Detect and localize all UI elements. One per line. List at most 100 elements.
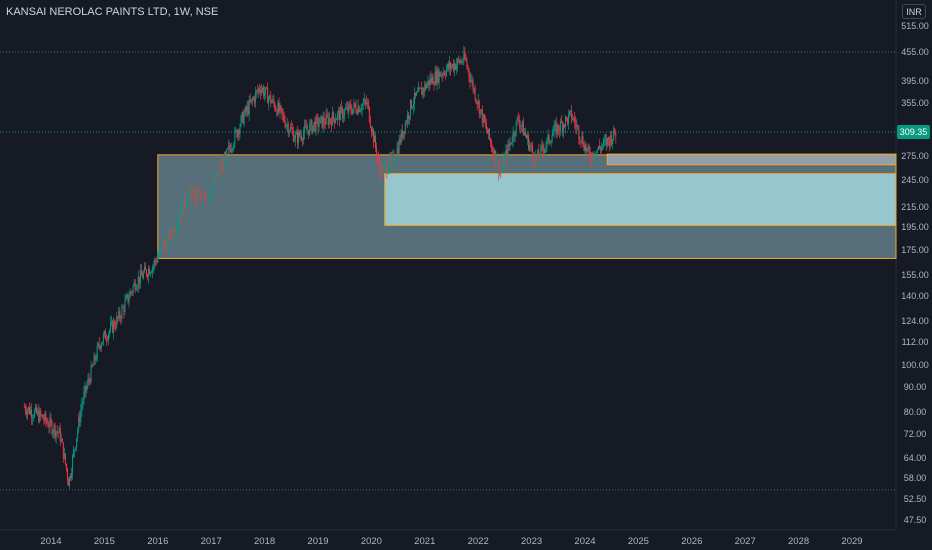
candle-body (343, 115, 345, 118)
candle-body (67, 478, 69, 486)
candle-body (585, 144, 587, 151)
candle-body (553, 125, 555, 133)
candle-body (60, 439, 62, 441)
candle-body (487, 128, 489, 134)
zone-box[interactable] (606, 153, 897, 166)
candle-body (209, 195, 211, 196)
candle-body (364, 99, 366, 102)
candle-body (194, 190, 196, 200)
candle-body (338, 110, 340, 113)
candle-body (182, 198, 184, 215)
candle-body (196, 188, 198, 199)
candle-body (243, 114, 245, 124)
candle-body (318, 124, 320, 127)
candle-body (388, 168, 390, 173)
candle-body (187, 195, 189, 205)
candle-body (421, 87, 423, 95)
price-axis-label: 155.00 (901, 269, 929, 280)
currency-button[interactable]: INR (902, 4, 926, 19)
candle-body (35, 406, 37, 411)
candle-body (342, 108, 344, 118)
price-axis-label: 47.50 (903, 514, 927, 525)
candle-body (178, 216, 180, 221)
candle-body (507, 144, 509, 159)
candle-body (181, 204, 183, 215)
candle-body (225, 153, 227, 155)
candle-body (89, 379, 91, 383)
candle-body (584, 144, 586, 151)
candle-body (491, 142, 493, 149)
candle-body (192, 187, 194, 191)
candle-body (462, 61, 464, 63)
candle-body (497, 159, 499, 165)
candle-body (543, 149, 545, 154)
candle-body (131, 291, 133, 293)
candle-body (102, 334, 104, 342)
candle-body (267, 88, 269, 104)
candle-body (432, 76, 434, 85)
candle-body (605, 138, 607, 141)
candle-body (482, 114, 484, 124)
candle-body (65, 463, 67, 470)
candle-body (602, 140, 604, 146)
candle-body (115, 326, 117, 328)
candle-body (68, 476, 70, 486)
candle-body (97, 343, 99, 346)
candle-body (511, 141, 513, 144)
candle-body (52, 431, 54, 434)
candle-body (90, 365, 92, 383)
candle-body (299, 131, 301, 137)
candle-body (256, 90, 258, 92)
candle-body (92, 365, 94, 367)
candle-body (314, 121, 316, 132)
candle-body (165, 243, 167, 250)
candle-body (29, 409, 31, 414)
candle-body (136, 286, 138, 289)
candle-body (395, 158, 397, 162)
time-axis-label: 2015 (93, 536, 115, 547)
candle-body (163, 242, 165, 251)
candle-body (460, 60, 462, 63)
candle-body (510, 142, 512, 144)
candle-body (582, 136, 584, 146)
time-axis-label: 2029 (841, 536, 863, 547)
candle-body (414, 92, 416, 105)
candle-body (473, 88, 475, 90)
candle-body (353, 103, 355, 109)
candle-body (73, 450, 75, 457)
price-axis-label: 195.00 (901, 222, 929, 233)
candle-body (43, 418, 45, 421)
candle-body (504, 155, 506, 167)
candle-body (465, 57, 467, 61)
candle-body (407, 114, 409, 119)
candle-body (371, 129, 373, 133)
candle-body (111, 321, 113, 324)
candle-body (57, 432, 59, 433)
candle-body (201, 193, 203, 196)
candle-body (479, 109, 481, 115)
candle-body (567, 117, 569, 124)
price-axis-label: 100.00 (901, 360, 929, 371)
candle-body (77, 429, 79, 438)
candle-body (390, 156, 392, 160)
candle-body (47, 422, 49, 427)
candle-body (413, 104, 415, 108)
candle-body (477, 100, 479, 105)
candle-body (294, 134, 296, 140)
candle-body (539, 156, 541, 158)
candle-body (51, 422, 53, 434)
candle-body (122, 307, 124, 309)
candle-body (270, 95, 272, 104)
candle-body (109, 330, 111, 334)
price-axis-label: 515.00 (901, 20, 929, 31)
candle-body (50, 418, 52, 423)
candle-body (228, 145, 230, 149)
candle-body (423, 88, 425, 92)
candle-body (445, 69, 447, 76)
price-axis-label: 215.00 (901, 201, 929, 212)
candle-body (397, 147, 399, 153)
zone-box[interactable] (384, 173, 897, 226)
candle-body (408, 116, 410, 119)
candle-body (252, 97, 254, 100)
